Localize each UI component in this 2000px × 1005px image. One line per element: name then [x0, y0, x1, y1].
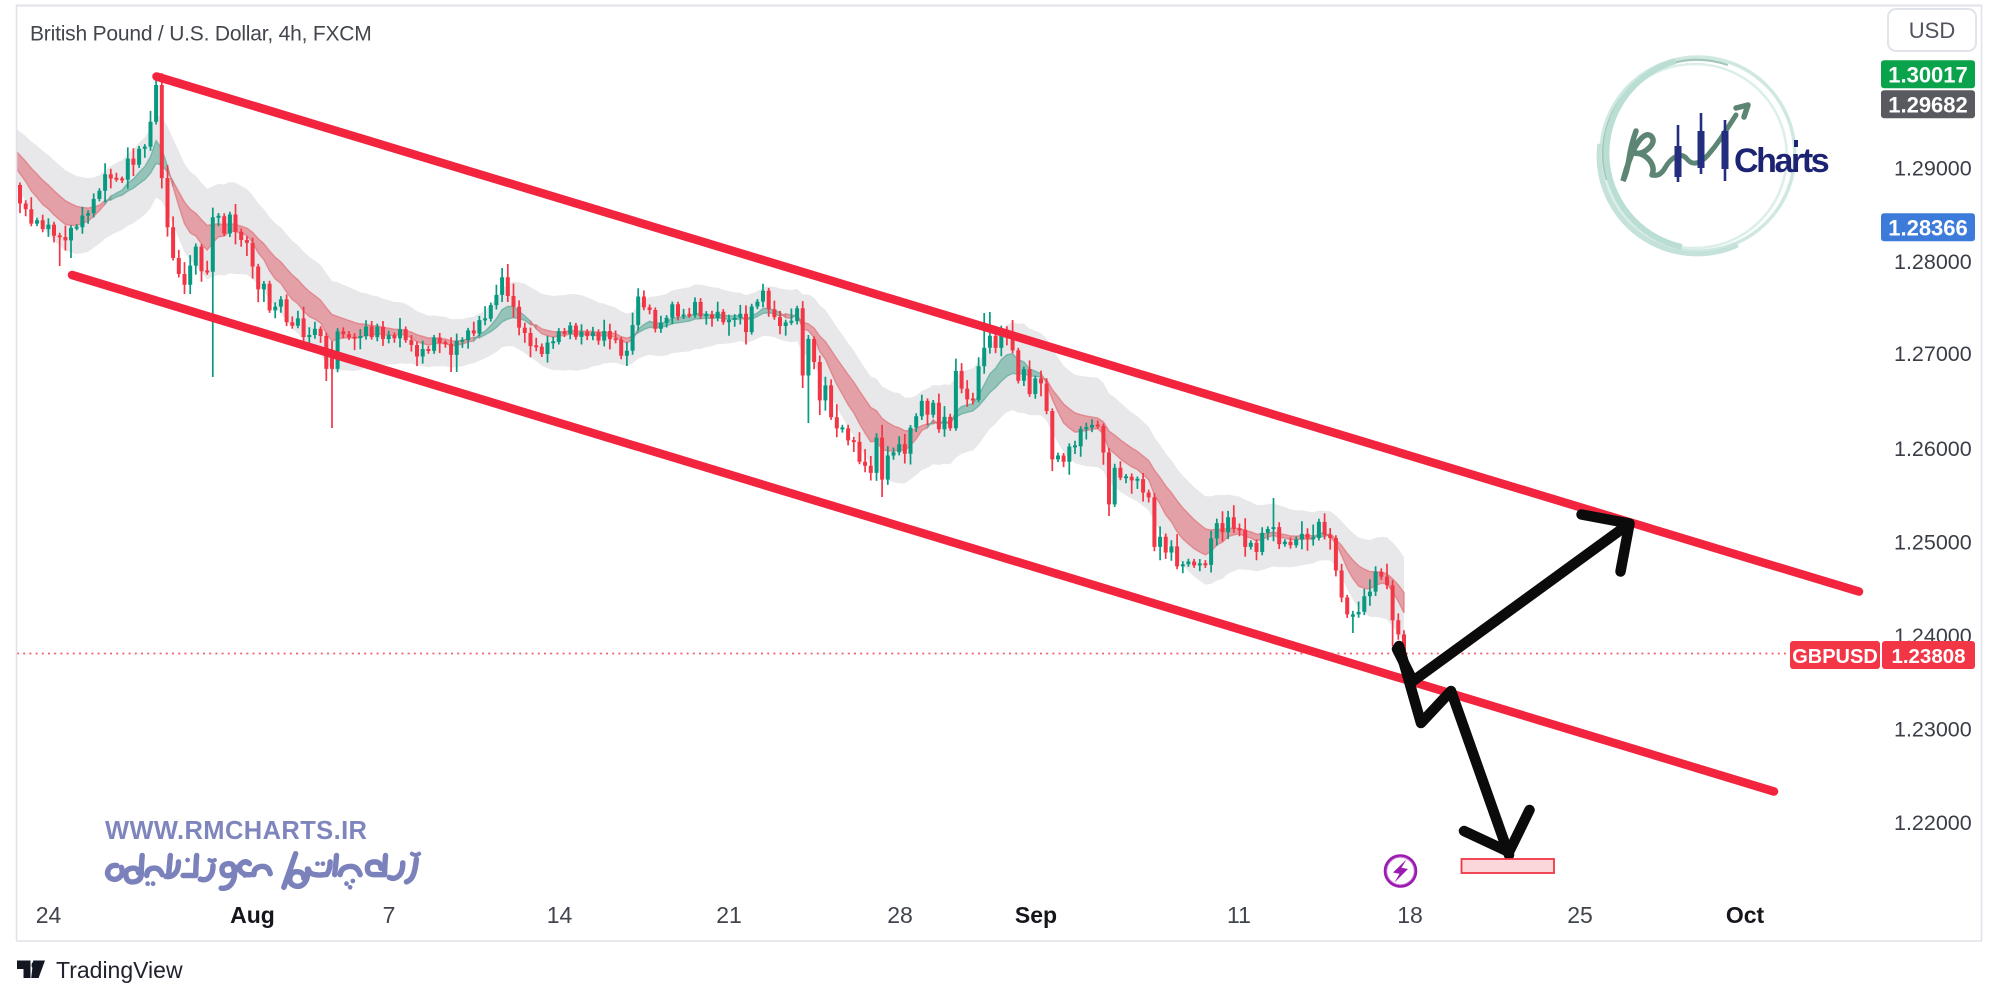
svg-text:1.22000: 1.22000: [1894, 811, 1972, 835]
svg-text:7: 7: [383, 902, 396, 928]
svg-text:Oct: Oct: [1726, 902, 1765, 928]
svg-text:1.28366: 1.28366: [1888, 215, 1968, 240]
svg-text:1.27000: 1.27000: [1894, 342, 1972, 366]
svg-text:25: 25: [1567, 902, 1593, 928]
svg-text:Sep: Sep: [1015, 902, 1057, 928]
svg-text:24: 24: [36, 902, 62, 928]
svg-text:WWW.RMCHARTS.IR: WWW.RMCHARTS.IR: [105, 817, 367, 845]
svg-text:British Pound / U.S. Dollar, 4: British Pound / U.S. Dollar, 4h, FXCM: [30, 23, 372, 46]
svg-text:1.25000: 1.25000: [1894, 531, 1972, 555]
svg-text:Charts: Charts: [1734, 142, 1829, 180]
svg-text:TradingView: TradingView: [56, 957, 183, 983]
svg-text:USD: USD: [1909, 18, 1955, 43]
svg-text:1.23000: 1.23000: [1894, 718, 1972, 742]
svg-text:21: 21: [716, 902, 742, 928]
svg-text:28: 28: [887, 902, 913, 928]
svg-text:1.23808: 1.23808: [1891, 645, 1965, 668]
svg-text:Aug: Aug: [230, 902, 275, 928]
svg-text:1.29000: 1.29000: [1894, 156, 1972, 180]
svg-text:1.28000: 1.28000: [1894, 250, 1972, 274]
svg-text:GBPUSD: GBPUSD: [1792, 646, 1878, 668]
svg-text:1.29682: 1.29682: [1888, 92, 1968, 117]
svg-text:18: 18: [1397, 902, 1423, 928]
svg-text:14: 14: [547, 902, 573, 928]
svg-text:1.26000: 1.26000: [1894, 437, 1972, 461]
svg-text:11: 11: [1227, 902, 1251, 928]
svg-text:1.30017: 1.30017: [1888, 62, 1968, 87]
